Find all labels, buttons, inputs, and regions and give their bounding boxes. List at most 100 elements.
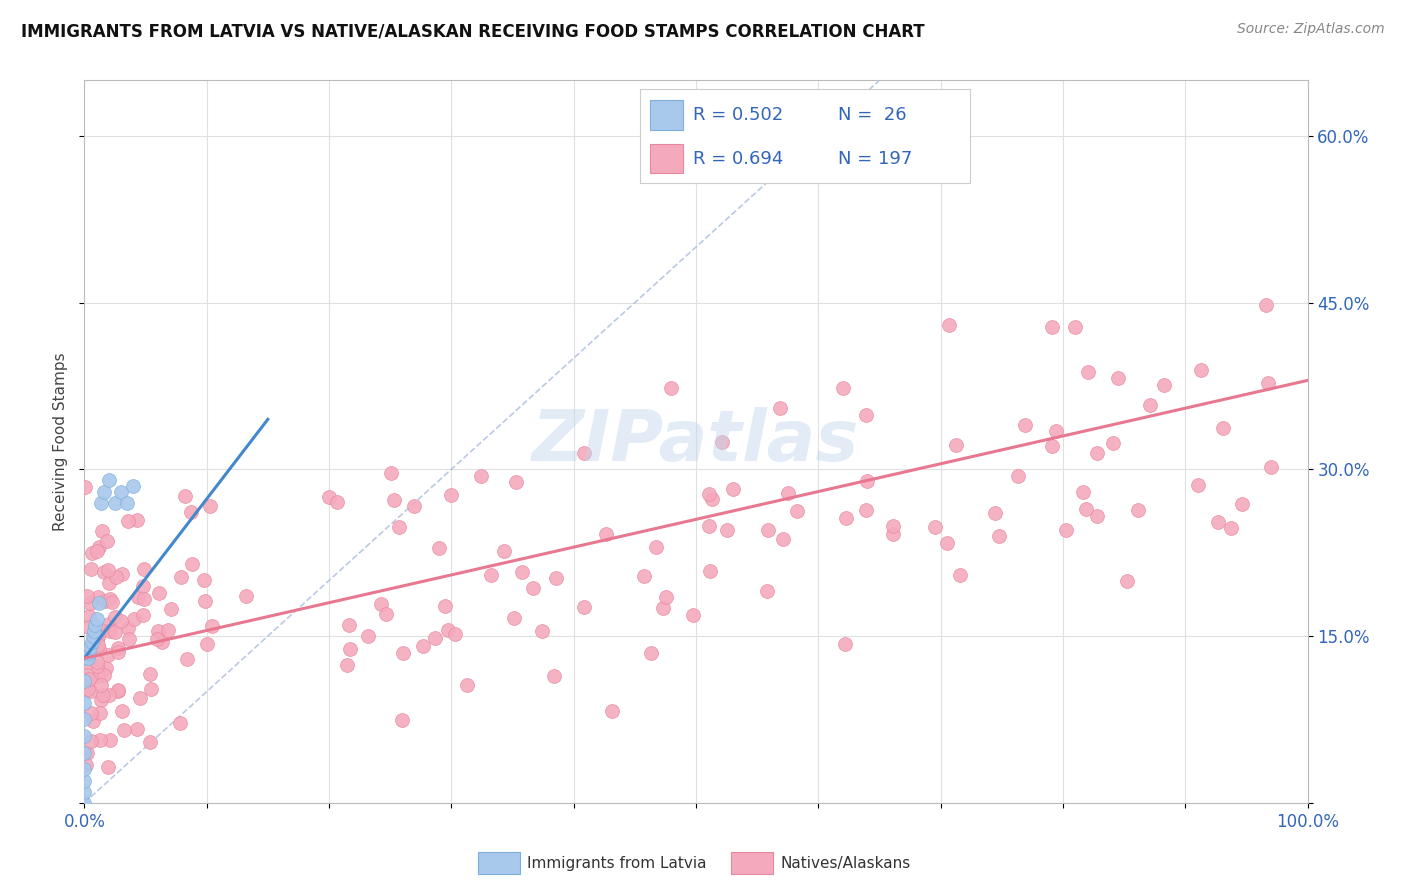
Point bbox=[938, 318, 960, 332]
Point bbox=[710, 434, 733, 449]
Point bbox=[1064, 320, 1087, 334]
Point bbox=[380, 467, 402, 481]
Point bbox=[1256, 376, 1278, 390]
Point bbox=[93, 565, 115, 579]
Point bbox=[644, 540, 666, 554]
Point bbox=[73, 763, 96, 777]
Point bbox=[80, 683, 103, 698]
Point bbox=[160, 602, 183, 616]
Point bbox=[90, 496, 112, 510]
Point bbox=[392, 646, 415, 660]
Point bbox=[1219, 521, 1241, 535]
Point bbox=[127, 590, 149, 604]
Point bbox=[882, 519, 904, 533]
Point bbox=[110, 484, 132, 499]
Point bbox=[107, 644, 129, 658]
Point bbox=[76, 668, 98, 682]
Point bbox=[125, 513, 148, 527]
Point bbox=[89, 540, 111, 554]
Point bbox=[194, 594, 217, 608]
Point bbox=[1206, 515, 1229, 529]
Point bbox=[325, 495, 347, 509]
Point bbox=[336, 658, 359, 673]
Point bbox=[339, 641, 361, 656]
Point bbox=[77, 672, 100, 686]
Point bbox=[76, 589, 98, 603]
Point bbox=[89, 732, 111, 747]
Point bbox=[882, 527, 904, 541]
Point bbox=[98, 624, 121, 639]
Point bbox=[73, 673, 96, 688]
Point bbox=[682, 608, 704, 623]
Point bbox=[117, 632, 139, 646]
Point bbox=[456, 678, 478, 692]
Point bbox=[79, 596, 101, 610]
FancyBboxPatch shape bbox=[650, 144, 683, 173]
Point bbox=[87, 596, 110, 610]
Text: R = 0.694: R = 0.694 bbox=[693, 150, 783, 168]
Point bbox=[77, 609, 100, 624]
Point bbox=[1116, 574, 1139, 588]
Point bbox=[122, 479, 145, 493]
Point bbox=[235, 589, 257, 603]
Point bbox=[391, 713, 413, 727]
Point bbox=[122, 612, 145, 626]
Point bbox=[96, 660, 118, 674]
Point bbox=[1107, 371, 1129, 385]
Point bbox=[132, 592, 155, 607]
Point bbox=[375, 607, 398, 621]
Point bbox=[1085, 508, 1108, 523]
Point bbox=[522, 581, 544, 595]
Point bbox=[531, 624, 554, 638]
Point bbox=[633, 569, 655, 583]
Point bbox=[97, 576, 120, 591]
Point bbox=[76, 645, 98, 659]
Point bbox=[170, 569, 193, 583]
Point bbox=[949, 567, 972, 582]
Point bbox=[73, 785, 96, 799]
Point bbox=[79, 734, 101, 748]
Point bbox=[87, 638, 110, 652]
Point bbox=[195, 637, 218, 651]
FancyBboxPatch shape bbox=[640, 89, 970, 183]
Point bbox=[544, 571, 567, 585]
Point bbox=[134, 561, 156, 575]
Point bbox=[127, 722, 149, 736]
Point bbox=[80, 706, 103, 721]
Point bbox=[776, 486, 799, 500]
Point bbox=[173, 489, 195, 503]
Point bbox=[97, 474, 120, 488]
Text: ZIPatlas: ZIPatlas bbox=[533, 407, 859, 476]
Point bbox=[73, 729, 96, 743]
Point bbox=[697, 487, 720, 501]
Point bbox=[382, 492, 405, 507]
Point bbox=[772, 532, 794, 546]
Point bbox=[117, 514, 139, 528]
Point bbox=[139, 682, 162, 697]
Point bbox=[855, 503, 877, 517]
Point bbox=[1045, 425, 1067, 439]
Text: N = 197: N = 197 bbox=[838, 150, 912, 168]
Point bbox=[104, 610, 127, 624]
Point bbox=[1054, 523, 1077, 537]
Point bbox=[80, 634, 103, 648]
Point bbox=[1212, 420, 1234, 434]
Point bbox=[572, 446, 595, 460]
Text: IMMIGRANTS FROM LATVIA VS NATIVE/ALASKAN RECEIVING FOOD STAMPS CORRELATION CHART: IMMIGRANTS FROM LATVIA VS NATIVE/ALASKAN… bbox=[21, 22, 925, 40]
Point bbox=[412, 639, 434, 653]
Point bbox=[76, 648, 98, 662]
Point bbox=[110, 615, 132, 629]
Point bbox=[79, 640, 101, 655]
Point bbox=[437, 623, 460, 637]
Text: R = 0.502: R = 0.502 bbox=[693, 106, 783, 124]
Point bbox=[716, 523, 738, 537]
Point bbox=[1102, 436, 1125, 450]
Point bbox=[945, 438, 967, 452]
Point bbox=[443, 627, 465, 641]
Point bbox=[831, 381, 853, 395]
Point bbox=[90, 623, 112, 637]
Point bbox=[1040, 439, 1063, 453]
Point bbox=[543, 669, 565, 683]
Point bbox=[1077, 365, 1099, 379]
Point bbox=[600, 704, 623, 718]
